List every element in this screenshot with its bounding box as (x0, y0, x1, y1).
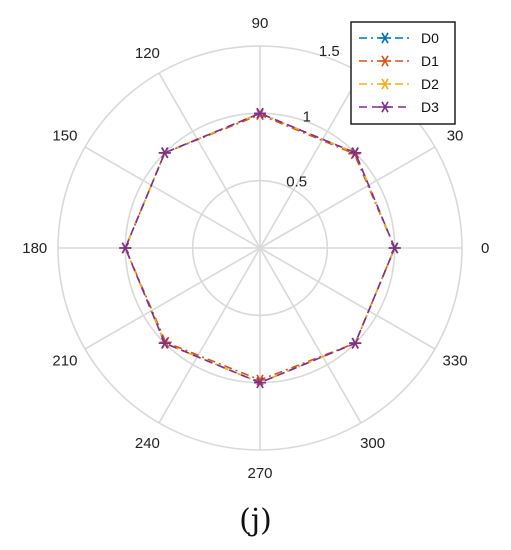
data-point-D3-270 (254, 377, 266, 389)
series-line-D3 (124, 112, 396, 384)
grid-spoke-210 (84, 247, 261, 350)
grid-spoke-150 (84, 146, 261, 249)
legend-label-D3: D3 (421, 99, 439, 115)
theta-tick-label-270: 270 (247, 465, 272, 482)
theta-tick-label-30: 30 (447, 127, 464, 144)
theta-tick-label-180: 180 (22, 240, 47, 257)
data-point-D1-270 (254, 374, 266, 386)
data-point-D3-135 (158, 147, 171, 159)
theta-tick-label-150: 150 (52, 127, 77, 144)
r-tick-label-1: 1 (303, 108, 311, 125)
legend-label-D1: D1 (421, 53, 439, 69)
theta-tick-label-0: 0 (481, 240, 489, 257)
data-point-D3-0 (388, 242, 401, 254)
theta-tick-label-90: 90 (252, 15, 269, 32)
data-point-D3-315 (349, 337, 362, 349)
series-line-D2 (124, 112, 396, 384)
data-point-D3-180 (119, 242, 132, 254)
grid-spoke-60 (259, 72, 362, 249)
grid-spoke-120 (158, 72, 261, 249)
figure-caption: (j) (239, 503, 272, 538)
data-point-D3-45 (349, 147, 362, 159)
theta-tick-label-210: 210 (52, 353, 77, 370)
legend-marker-D0 (379, 32, 391, 44)
r-tick-label-0.5: 0.5 (286, 174, 307, 191)
theta-tick-label-300: 300 (360, 435, 385, 452)
grid-spoke-330 (259, 247, 436, 350)
theta-tick-label-120: 120 (135, 45, 160, 62)
grid-spoke-240 (158, 247, 261, 424)
grid-spoke-300 (259, 247, 362, 424)
legend-marker-D3 (379, 101, 391, 113)
theta-tick-label-330: 330 (443, 353, 468, 370)
r-tick-label-1.5: 1.5 (319, 43, 340, 60)
legend-marker-D1 (379, 55, 391, 67)
legend-label-D2: D2 (421, 76, 439, 92)
data-point-D3-225 (158, 337, 171, 349)
legend: D0 D1 D2 D3 (350, 21, 456, 125)
series-D3 (119, 107, 401, 389)
data-series (119, 107, 401, 389)
legend-label-D0: D0 (421, 30, 439, 46)
grid-spoke-30 (259, 146, 436, 249)
legend-marker-D2 (379, 78, 391, 90)
data-point-D3-90 (254, 107, 266, 119)
theta-tick-label-240: 240 (135, 435, 160, 452)
polar-tick-labels: 0 30 90 120 150 180 210 240 270 300 330 0.5 1 1.5 (22, 15, 489, 482)
